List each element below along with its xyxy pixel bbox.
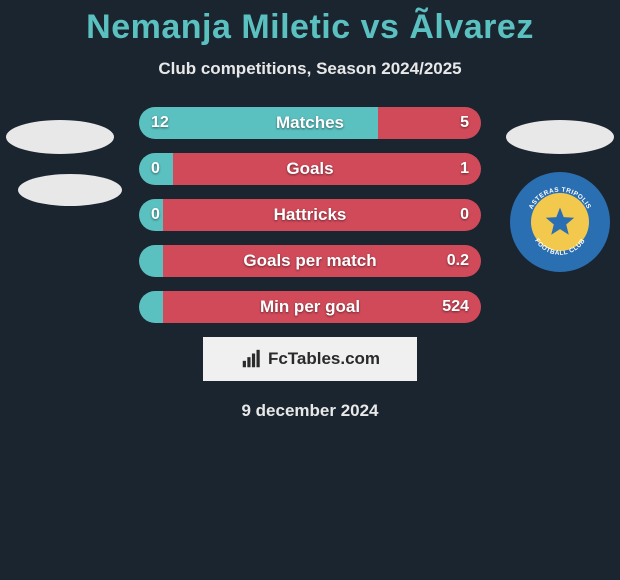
crest-text-top: ASTERAS TRIPOLIS: [528, 187, 592, 211]
crest-inner: ASTERAS TRIPOLIS FOOTBALL CLUB: [518, 180, 602, 264]
stat-bar-right: [173, 153, 481, 185]
player-placeholder-ellipse: [18, 174, 122, 206]
player-placeholder-ellipse: [6, 120, 114, 154]
svg-text:ASTERAS TRIPOLIS: ASTERAS TRIPOLIS: [528, 187, 592, 211]
stat-bar-left: [139, 245, 163, 277]
date: 9 december 2024: [0, 401, 620, 421]
player-placeholder-ellipse: [506, 120, 614, 154]
watermark: FcTables.com: [203, 337, 417, 381]
stat-bar-right: [163, 291, 481, 323]
stat-bar-left: [139, 291, 163, 323]
crest-text-bottom: FOOTBALL CLUB: [533, 237, 587, 256]
svg-text:FOOTBALL CLUB: FOOTBALL CLUB: [533, 237, 587, 256]
stat-bar-right: [378, 107, 481, 139]
club-crest: ASTERAS TRIPOLIS FOOTBALL CLUB: [510, 172, 610, 272]
stat-row: Min per goal524: [139, 291, 481, 323]
stat-bar-right: [163, 199, 481, 231]
page-title: Nemanja Miletic vs Ãlvarez: [0, 0, 620, 47]
stat-bar-left: [139, 199, 163, 231]
bars-icon: [240, 348, 262, 370]
stat-bar-right: [163, 245, 481, 277]
stat-row: Matches125: [139, 107, 481, 139]
stat-bar-left: [139, 107, 378, 139]
stat-row: Goals01: [139, 153, 481, 185]
stat-row: Hattricks00: [139, 199, 481, 231]
stat-row: Goals per match0.2: [139, 245, 481, 277]
crest-ring-text: ASTERAS TRIPOLIS FOOTBALL CLUB: [520, 182, 600, 262]
watermark-text: FcTables.com: [268, 349, 380, 369]
stat-bar-left: [139, 153, 173, 185]
subtitle: Club competitions, Season 2024/2025: [0, 59, 620, 79]
